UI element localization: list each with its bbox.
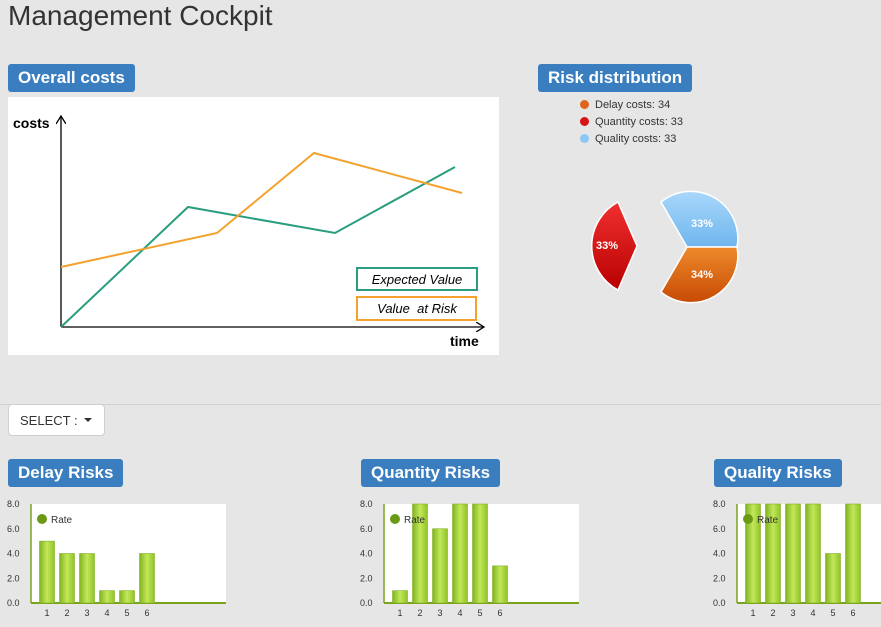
bar [845,503,861,604]
bar [392,590,408,604]
x-tick-label: 6 [497,608,502,618]
page-title: Management Cockpit [8,0,273,31]
y-tick-label: 4.0 [713,549,726,559]
legend-label-rate: Rate [757,515,779,526]
legend-expected-label: Expected Value [372,272,463,287]
legend-dot-quantity [580,117,589,126]
quality-risks-chart: 8.0 6.0 4.0 2.0 0.0 1 2 3 4 5 6 Rate [713,499,881,618]
x-tick-label: 1 [44,608,49,618]
legend-risk-box [356,296,477,321]
pie-label-delay: 34% [691,269,713,281]
x-tick-label: 2 [770,608,775,618]
bar [472,503,488,604]
select-label: SELECT : [20,412,78,428]
pie-slice-quality [660,190,739,248]
x-tick-label: 1 [397,608,402,618]
y-tick-label: 6.0 [713,524,726,534]
bar [452,503,468,604]
legend-item-quantity: Quantity costs: 33 [580,113,683,130]
bar [825,553,841,604]
quality-risks-heading: Quality Risks [714,459,842,487]
y-tick-label: 8.0 [7,499,20,509]
legend-label-rate: Rate [404,515,426,526]
y-axis-label: costs [13,115,50,131]
value-at-risk-line [60,151,463,268]
bar [412,503,428,604]
x-axis-label: time [450,333,479,349]
legend-dot-delay [580,100,589,109]
x-tick-label: 6 [850,608,855,618]
bar [99,590,115,604]
x-tick-label: 2 [64,608,69,618]
bar [745,503,761,604]
overall-costs-chart: costs time Expected Value Value at Risk [13,97,499,349]
y-tick-label: 2.0 [713,573,726,583]
x-tick-label: 5 [124,608,129,618]
legend-expected-box [356,267,478,291]
y-tick-label: 6.0 [360,524,373,534]
bar [79,553,95,604]
expected-value-line [60,166,456,328]
x-tick-label: 4 [104,608,109,618]
x-tick-label: 4 [457,608,462,618]
pie-label-quality: 33% [691,218,713,230]
overall-costs-heading: Overall costs [8,64,135,92]
bar [492,565,508,604]
bar [39,540,55,604]
x-tick-label: 1 [750,608,755,618]
risk-distribution-heading: Risk distribution [538,64,693,92]
legend-item-quality: Quality costs: 33 [580,130,683,147]
y-tick-label: 0.0 [713,598,726,608]
bar [119,590,135,604]
bar [59,553,75,604]
delay-risks-chart: 8.0 6.0 4.0 2.0 0.0 1 2 3 4 5 6 Rate [7,499,226,618]
x-tick-label: 3 [437,608,442,618]
bar [805,503,821,604]
legend-label-quantity: Quantity costs: 33 [595,115,684,128]
x-tick-label: 5 [830,608,835,618]
bar [432,528,448,604]
section-divider [0,404,881,405]
pie-slice-quantity [591,200,638,292]
overall-costs-card: costs time Expected Value Value at Risk [8,97,499,355]
bar [765,503,781,604]
x-tick-label: 3 [84,608,89,618]
y-tick-label: 6.0 [7,524,20,534]
y-tick-label: 4.0 [7,549,20,559]
x-tick-label: 3 [790,608,795,618]
y-tick-label: 4.0 [360,549,373,559]
quantity-risks-chart: 8.0 6.0 4.0 2.0 0.0 1 2 3 4 5 6 Rate [360,499,579,618]
legend-item-delay: Delay costs: 34 [580,96,683,113]
y-tick-label: 8.0 [713,499,726,509]
pie-label-quantity: 33% [596,240,618,252]
quantity-risks-heading: Quantity Risks [361,459,501,487]
y-tick-label: 8.0 [360,499,373,509]
bar [785,503,801,604]
risk-pie-chart: 33% 33% 34% [591,190,739,304]
bar [139,553,155,604]
legend-risk-label: Value at Risk [377,301,458,316]
x-tick-label: 5 [477,608,482,618]
pie-slice-delay [660,246,739,304]
legend-dot-rate [37,514,47,524]
y-tick-label: 0.0 [7,598,20,608]
legend-label-rate: Rate [51,515,73,526]
y-tick-label: 0.0 [360,598,373,608]
delay-risks-heading: Delay Risks [8,459,124,487]
x-tick-label: 6 [144,608,149,618]
legend-label-delay: Delay costs: 34 [595,98,671,111]
legend-dot-rate [743,514,753,524]
legend-dot-quality [580,134,589,143]
select-dropdown-button[interactable]: SELECT : [8,404,105,436]
legend-dot-rate [390,514,400,524]
x-tick-label: 2 [417,608,422,618]
caret-down-icon [83,418,92,422]
risk-legend: Delay costs: 34 Quantity costs: 33 Quali… [580,96,683,147]
y-tick-label: 2.0 [360,573,373,583]
legend-label-quality: Quality costs: 33 [595,132,677,145]
x-tick-label: 4 [810,608,815,618]
y-tick-label: 2.0 [7,573,20,583]
